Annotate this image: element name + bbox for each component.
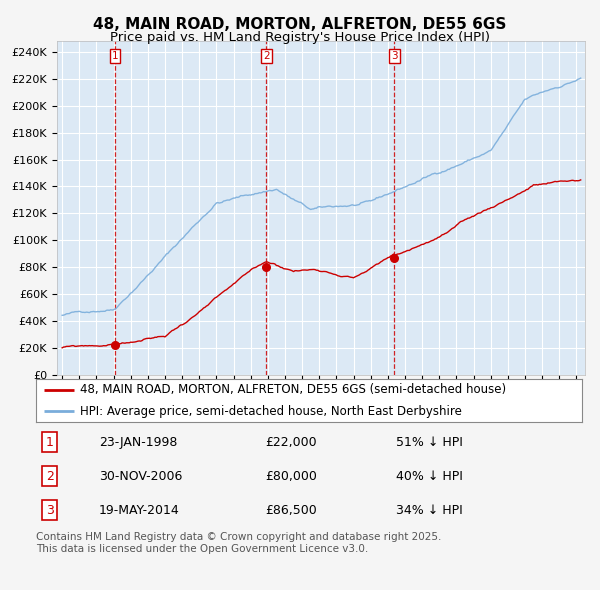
Text: Contains HM Land Registry data © Crown copyright and database right 2025.
This d: Contains HM Land Registry data © Crown c… (36, 532, 442, 554)
Text: HPI: Average price, semi-detached house, North East Derbyshire: HPI: Average price, semi-detached house,… (80, 405, 461, 418)
Text: 19-MAY-2014: 19-MAY-2014 (99, 504, 179, 517)
Text: Price paid vs. HM Land Registry's House Price Index (HPI): Price paid vs. HM Land Registry's House … (110, 31, 490, 44)
Text: 3: 3 (391, 51, 398, 61)
Text: 30-NOV-2006: 30-NOV-2006 (99, 470, 182, 483)
Text: 1: 1 (112, 51, 118, 61)
Text: 23-JAN-1998: 23-JAN-1998 (99, 436, 177, 449)
Text: 1: 1 (46, 436, 53, 449)
Text: £80,000: £80,000 (265, 470, 317, 483)
Text: 48, MAIN ROAD, MORTON, ALFRETON, DE55 6GS: 48, MAIN ROAD, MORTON, ALFRETON, DE55 6G… (94, 17, 506, 31)
Text: 2: 2 (46, 470, 53, 483)
Text: 2: 2 (263, 51, 270, 61)
Text: 34% ↓ HPI: 34% ↓ HPI (397, 504, 463, 517)
Text: 48, MAIN ROAD, MORTON, ALFRETON, DE55 6GS (semi-detached house): 48, MAIN ROAD, MORTON, ALFRETON, DE55 6G… (80, 384, 506, 396)
Text: 3: 3 (46, 504, 53, 517)
Text: £86,500: £86,500 (265, 504, 317, 517)
Text: £22,000: £22,000 (265, 436, 317, 449)
Text: 51% ↓ HPI: 51% ↓ HPI (397, 436, 463, 449)
Text: 40% ↓ HPI: 40% ↓ HPI (397, 470, 463, 483)
